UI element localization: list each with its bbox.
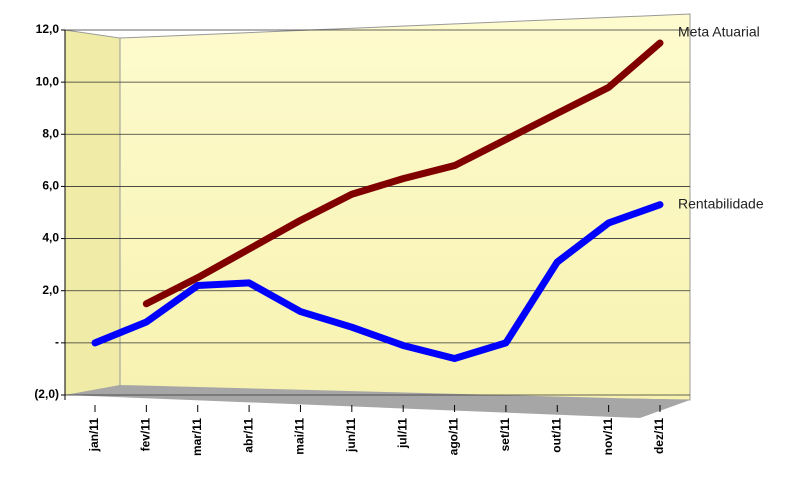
x-tick-label: ago/11 [447, 418, 461, 456]
x-tick-label: jul/11 [395, 418, 409, 449]
y-tick-label: (2,0) [34, 387, 59, 401]
x-tick-label: fev/11 [139, 418, 153, 452]
y-tick-label: 12,0 [36, 22, 60, 36]
x-tick-label: dez/11 [652, 418, 666, 454]
series-line [91, 201, 664, 362]
back-wall [119, 13, 691, 401]
x-tick-label: jan/11 [87, 418, 101, 453]
x-tick-label: mar/11 [190, 418, 204, 456]
series-label: Meta Atuarial [678, 24, 760, 40]
x-tick-label: mai/11 [293, 418, 307, 455]
x-tick-label: nov/11 [601, 418, 615, 456]
y-tick-label: 6,0 [42, 179, 59, 193]
side-wall [64, 29, 121, 396]
floor [65, 385, 690, 418]
series-line [142, 39, 664, 308]
y-tick-label: 4,0 [42, 231, 59, 245]
x-tick-label: out/11 [549, 418, 563, 453]
x-tick-label: set/11 [498, 418, 512, 452]
y-tick-label: 2,0 [42, 283, 59, 297]
y-tick-label: 10,0 [36, 74, 60, 88]
series-label: Rentabilidade [678, 195, 764, 211]
x-tick-label: abr/11 [241, 418, 255, 453]
y-tick-label: 8,0 [42, 126, 59, 140]
y-tick-label: - [55, 335, 59, 349]
x-tick-label: jun/11 [344, 418, 358, 453]
